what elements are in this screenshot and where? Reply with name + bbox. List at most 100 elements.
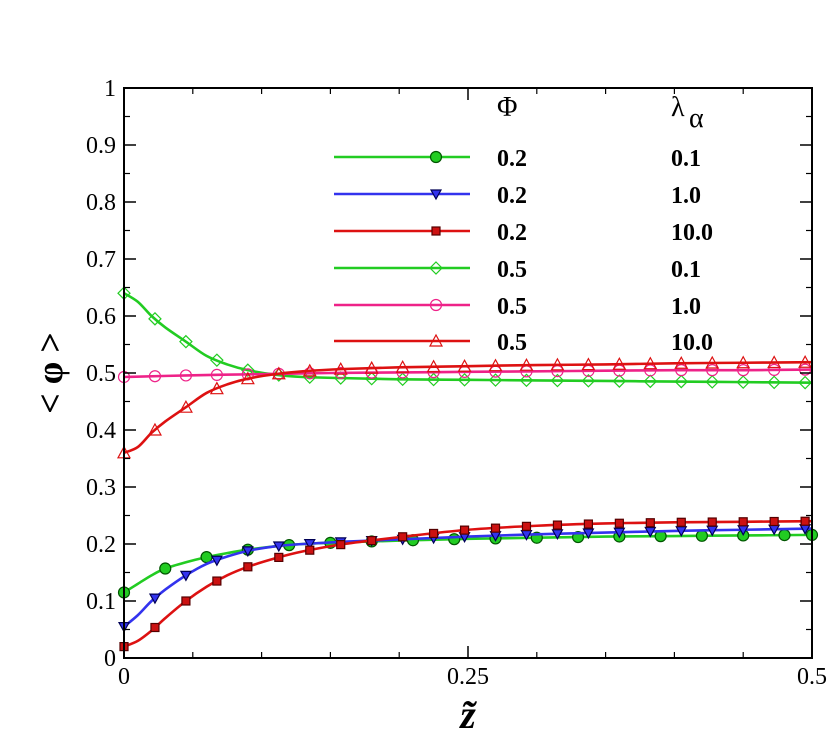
data-point [302, 370, 317, 385]
data-point [303, 367, 316, 380]
legend-entry-6: 0.5 10.0 [334, 330, 713, 356]
y-tick-label: 0.6 [86, 304, 116, 330]
series-3 [119, 516, 813, 652]
legend-marker [429, 261, 443, 275]
data-point [613, 527, 626, 539]
data-point [550, 373, 565, 388]
series-6 [116, 354, 813, 459]
legend-marker [429, 298, 443, 312]
legend-entry-4: 0.5 0.1 [334, 257, 701, 283]
y-tick-label: 0 [104, 646, 116, 672]
legend-marker [429, 189, 443, 201]
data-point [552, 520, 563, 530]
data-point [150, 622, 160, 633]
legend-header-lambda: λ [671, 92, 685, 123]
data-point [519, 373, 534, 388]
data-point [676, 517, 686, 527]
data-point [488, 373, 503, 387]
legend-phi-value: 0.2 [497, 183, 527, 209]
legend-header-phi: Φ [497, 92, 517, 123]
legend-entry-3: 0.2 10.0 [334, 220, 713, 246]
series-line [123, 527, 813, 628]
data-point [148, 593, 161, 605]
x-tick-label: 0.5 [797, 664, 827, 690]
x-tick-label: 0 [118, 664, 130, 690]
data-point [707, 517, 717, 527]
legend-entry-1: 0.2 0.1 [334, 146, 701, 172]
data-point [767, 375, 782, 390]
data-point [705, 355, 720, 369]
data-point [181, 596, 191, 606]
data-point [302, 363, 317, 377]
data-point [429, 528, 439, 539]
data-point [398, 532, 408, 542]
legend-entry-2: 0.2 1.0 [334, 183, 701, 209]
data-point [550, 357, 565, 371]
y-tick-label: 0.3 [86, 475, 116, 501]
legend-lambda-value: 10.0 [671, 220, 713, 246]
series-line [123, 519, 813, 648]
data-point [333, 361, 348, 375]
legend-phi-value: 0.5 [497, 294, 527, 320]
data-point [367, 535, 377, 546]
data-point [581, 373, 596, 388]
data-point [240, 363, 255, 377]
data-point [768, 363, 781, 376]
data-point [612, 356, 627, 370]
data-point [274, 552, 284, 562]
legend-marker [431, 226, 441, 236]
data-point [395, 372, 410, 387]
x-axis-title: z̃ [458, 692, 478, 737]
data-point [583, 519, 594, 529]
legend-entry-5: 0.5 1.0 [334, 294, 701, 320]
data-point [209, 381, 224, 395]
data-point [364, 360, 379, 374]
data-point [778, 529, 791, 542]
series-line [123, 368, 813, 379]
data-point [645, 518, 655, 528]
data-point [643, 356, 658, 370]
legend-phi-value: 0.2 [497, 146, 527, 172]
data-point [148, 312, 162, 326]
data-point [736, 355, 751, 369]
data-point [674, 374, 689, 389]
data-point [395, 359, 410, 373]
legend-header-lambda-subscript: α [689, 103, 704, 134]
legend-marker [429, 150, 443, 164]
y-tick-label: 0.7 [86, 247, 116, 273]
data-point [798, 375, 812, 390]
data-point [457, 358, 472, 372]
data-point [305, 545, 315, 555]
y-tick-label: 1 [104, 76, 116, 102]
data-point [488, 358, 503, 372]
data-point [148, 370, 162, 383]
legend-phi-value: 0.2 [497, 220, 527, 246]
data-point [736, 375, 751, 389]
data-point [459, 525, 470, 535]
y-axis-title: < φ > [30, 332, 70, 414]
data-point [243, 562, 253, 572]
data-point [769, 516, 779, 527]
y-tick-label: 0.2 [86, 532, 116, 558]
data-point [210, 368, 223, 381]
legend-phi-value: 0.5 [497, 257, 527, 283]
legend-lambda-value: 0.1 [671, 146, 701, 172]
data-point [612, 374, 627, 388]
legend-lambda-value: 0.1 [671, 257, 701, 283]
data-point [614, 518, 624, 528]
y-tick-label: 0.1 [86, 589, 116, 615]
data-point [705, 375, 720, 389]
data-point [799, 363, 812, 376]
data-point [272, 541, 285, 553]
legend-phi-value: 0.5 [497, 330, 527, 356]
data-point [210, 555, 223, 567]
data-point [457, 372, 472, 387]
data-point [798, 354, 813, 368]
data-point [551, 529, 564, 541]
data-point [800, 516, 810, 526]
data-point [336, 540, 346, 550]
data-point [582, 528, 595, 540]
data-point [303, 539, 316, 550]
data-point [767, 355, 782, 369]
y-tick-label: 0.9 [86, 133, 116, 159]
